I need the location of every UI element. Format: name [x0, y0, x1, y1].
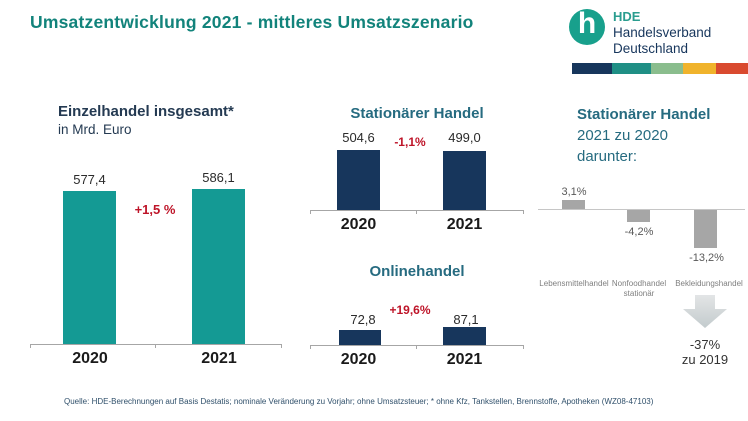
color-bar-segment: [612, 63, 651, 74]
chart-stationaer-plot: [310, 145, 524, 210]
category-label: 2021: [201, 350, 237, 367]
arrow-annotation-line1: -37%: [689, 337, 721, 352]
axis-tick: [523, 345, 524, 349]
category-label: 2021: [446, 216, 483, 233]
zero-baseline: [538, 209, 745, 210]
detail-plot-negative: [538, 210, 745, 270]
category-label: 2020: [340, 351, 377, 368]
detail-plot-positive: [538, 160, 745, 209]
value-label: 586,1: [202, 170, 235, 185]
chart-einzelhandel-subtitle: in Mrd. Euro: [58, 122, 132, 137]
category-label: 2020: [72, 350, 108, 367]
value-label: 87,1: [453, 312, 479, 327]
axis-tick: [155, 344, 156, 348]
axis-tick: [523, 210, 524, 214]
logo-name-line2: Deutschland: [613, 41, 689, 56]
brand-color-bar: [572, 63, 748, 74]
bar-2020: [339, 330, 381, 345]
value-label: 72,8: [350, 312, 376, 327]
color-bar-segment: [716, 63, 748, 74]
category-label: 2020: [340, 216, 377, 233]
right-panel-subtitle1: 2021 zu 2020: [577, 127, 668, 144]
color-bar-segment: [683, 63, 716, 74]
logo-name-line1: Handelsverband: [613, 25, 712, 40]
detail-value-label: 3,1%: [561, 186, 587, 198]
change-label: +1,5 %: [134, 202, 176, 217]
down-arrow-icon: [683, 295, 727, 328]
x-axis: [310, 345, 524, 346]
detail-category-label: Nonfoodhandel stationär: [611, 279, 667, 298]
detail-category-label: Lebensmittelhandel: [539, 279, 609, 288]
axis-tick: [30, 344, 31, 348]
source-note: Quelle: HDE-Berechnungen auf Basis Desta…: [64, 397, 654, 406]
change-label: -1,1%: [394, 135, 426, 149]
chart-einzelhandel-title: Einzelhandel insgesamt*: [58, 103, 234, 120]
bar-2020: [337, 150, 380, 210]
bar-2021: [192, 189, 245, 344]
page-title: Umsatzentwicklung 2021 - mittleres Umsat…: [30, 12, 474, 32]
color-bar-segment: [651, 63, 683, 74]
bar-lebensmittelhandel: [562, 200, 585, 209]
bar-2021: [443, 327, 486, 345]
change-label: +19,6%: [389, 303, 431, 317]
axis-tick: [416, 345, 417, 349]
right-panel-subtitle2: darunter:: [577, 148, 638, 165]
bar-bekleidungshandel: [694, 210, 717, 248]
category-label: 2021: [446, 351, 483, 368]
x-axis: [310, 210, 524, 211]
right-panel-header: Stationärer Handel 2021 zu 2020 darunter…: [577, 104, 710, 167]
axis-tick: [281, 344, 282, 348]
chart-einzelhandel-plot: [30, 160, 282, 344]
value-label: 504,6: [342, 130, 375, 145]
arrow-annotation-line2: zu 2019: [681, 352, 729, 367]
hde-logo-glyph: h: [577, 7, 597, 40]
axis-tick: [310, 345, 311, 349]
logo-abbr: HDE: [613, 9, 641, 24]
axis-tick: [416, 210, 417, 214]
value-label: 577,4: [73, 172, 106, 187]
bar-nonfoodhandel: [627, 210, 650, 222]
bar-2020: [63, 191, 116, 344]
value-label: 499,0: [448, 130, 481, 145]
bar-2021: [443, 151, 486, 210]
chart-online-title: Onlinehandel: [369, 263, 465, 280]
chart-stationaer-title: Stationärer Handel: [350, 105, 484, 122]
detail-value-label: -4,2%: [624, 226, 654, 238]
chart-online-plot: [310, 300, 524, 345]
detail-value-label: -13,2%: [689, 252, 724, 264]
hde-logo: h: [569, 9, 605, 45]
x-axis: [30, 344, 282, 345]
detail-category-label: Bekleidungshandel: [675, 279, 743, 288]
right-panel-title: Stationärer Handel: [577, 106, 711, 123]
color-bar-segment: [572, 63, 612, 74]
axis-tick: [310, 210, 311, 214]
